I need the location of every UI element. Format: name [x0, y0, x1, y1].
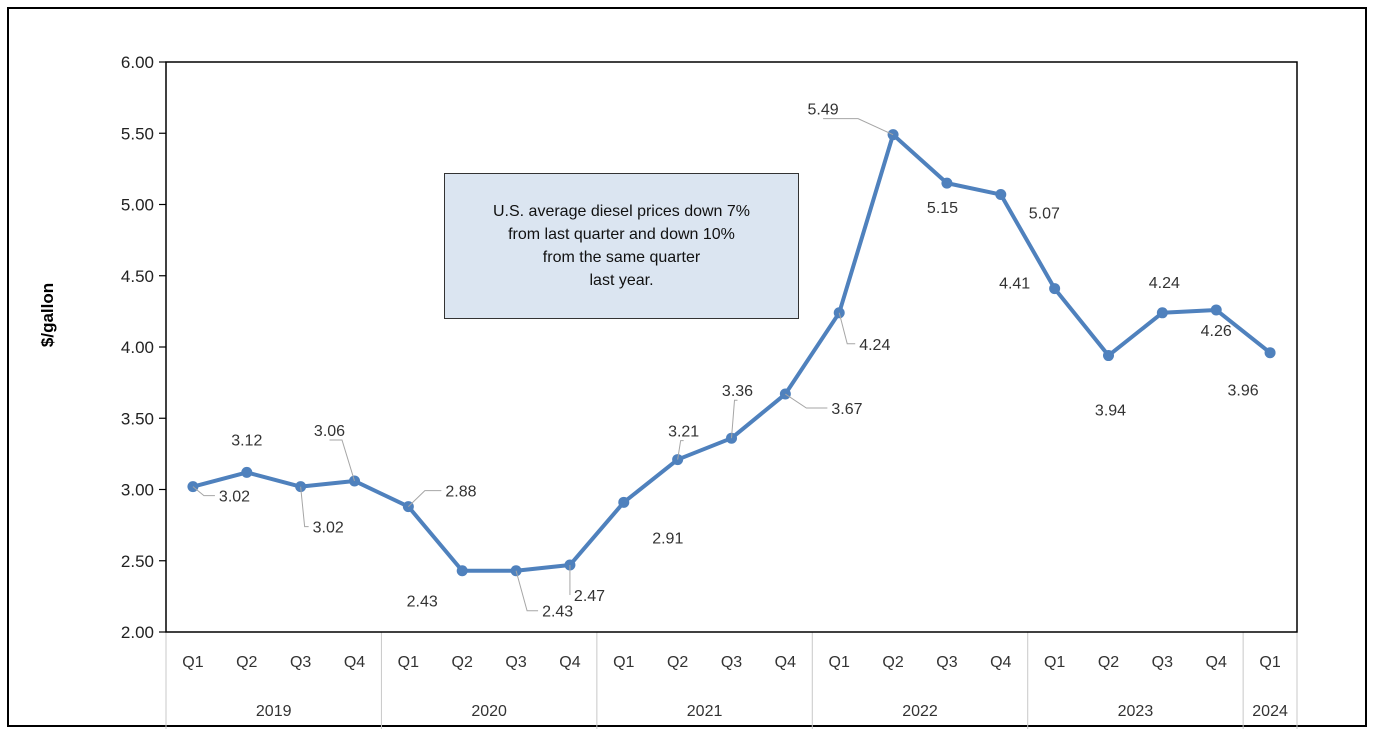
data-label: 4.26	[1201, 323, 1232, 340]
data-label: 5.49	[808, 102, 839, 119]
data-label: 4.24	[859, 337, 890, 354]
x-tick-label: Q3	[721, 654, 742, 671]
x-year-label: 2023	[1118, 703, 1154, 720]
data-label: 2.43	[542, 604, 573, 621]
x-tick-label: Q2	[236, 654, 257, 671]
data-label: 3.67	[831, 401, 862, 418]
label-leader-line	[192, 486, 215, 497]
label-leader-line	[408, 490, 442, 507]
data-label: 5.07	[1029, 206, 1060, 223]
label-leader-line	[838, 312, 856, 345]
x-tick-label: Q4	[559, 654, 580, 671]
data-label: 5.15	[927, 200, 958, 217]
y-tick-label: 5.50	[121, 124, 154, 143]
x-tick-label: Q1	[613, 654, 634, 671]
line-chart: 2.002.503.003.504.004.505.005.506.00 Q1 Q…	[38, 53, 1298, 729]
x-tick-label: Q2	[667, 654, 688, 671]
x-tick-label: Q3	[936, 654, 957, 671]
data-point	[1103, 350, 1114, 362]
x-tick-label: Q2	[1098, 654, 1119, 671]
x-tick-label: Q2	[882, 654, 903, 671]
y-tick-label: 5.00	[121, 196, 154, 215]
y-tick-label: 2.00	[121, 623, 154, 642]
data-point	[1210, 304, 1222, 316]
data-label: 3.06	[314, 423, 345, 440]
chart-frame: 2.00 2.50 3.00 3.50 4.00 4.50 5.00 5.50 6.00 Q1 Q…	[7, 7, 1367, 729]
annotation-box: U.S. average diesel prices down 7% from …	[444, 173, 799, 319]
x-year-label: 2022	[902, 703, 938, 720]
label-leader-line	[731, 399, 738, 439]
data-label: 3.94	[1095, 403, 1126, 420]
y-tick-label: 3.00	[121, 481, 154, 500]
data-label: 3.02	[219, 489, 250, 506]
x-tick-label: Q4	[1206, 654, 1227, 671]
label-leader-line	[785, 393, 828, 409]
data-label: 4.41	[999, 276, 1030, 293]
data-point	[995, 189, 1007, 201]
x-tick-label: Q4	[344, 654, 365, 671]
data-label: 2.47	[574, 588, 605, 605]
y-tick-label: 4.50	[121, 267, 154, 286]
data-label: 3.21	[668, 424, 699, 441]
y-tick-label: 4.00	[121, 338, 154, 357]
x-year-label: 2024	[1252, 703, 1288, 720]
x-tick-label: Q4	[990, 654, 1011, 671]
y-axis-title: $/gallon	[38, 283, 57, 347]
plot-area	[165, 61, 1298, 633]
x-tick-label: Q1	[398, 654, 419, 671]
data-label: 3.96	[1228, 383, 1259, 400]
x-tick-label: Q1	[829, 654, 850, 671]
x-tick-label: Q3	[290, 654, 311, 671]
y-tick-label: 6.00	[121, 53, 154, 72]
data-point	[618, 496, 630, 508]
x-tick-label: Q3	[1152, 654, 1173, 671]
x-tick-label: Q3	[505, 654, 526, 671]
label-leader-line	[300, 486, 309, 528]
x-year-label: 2020	[471, 703, 507, 720]
y-tick-label: 3.50	[121, 409, 154, 428]
x-year-label: 2019	[256, 703, 292, 720]
y-tick-label: 2.50	[121, 552, 154, 571]
x-tick-label: Q4	[775, 654, 796, 671]
annotation-text: U.S. average diesel prices down 7% from …	[492, 203, 751, 289]
data-point	[1049, 283, 1061, 295]
data-point	[1156, 307, 1168, 319]
x-tick-label: Q2	[452, 654, 473, 671]
data-label: 2.91	[652, 530, 683, 547]
data-point	[510, 565, 522, 577]
x-axis: Q1 Q2 Q3 Q4 Q1 Q2 Q3 Q4 Q1 Q2 Q3 Q4 Q1 Q2 Q3 Q4 Q1 Q2 Q3 Q4…	[165, 632, 1298, 729]
data-point	[1264, 347, 1276, 359]
data-label: 3.12	[231, 432, 262, 449]
label-leader-line	[329, 439, 355, 482]
data-label: 4.24	[1149, 275, 1180, 292]
data-labels: 3.023.123.023.062.882.432.432.472.913.21…	[192, 102, 1259, 621]
x-year-label: 2021	[687, 703, 723, 720]
y-axis: 2.00 2.50 3.00 3.50 4.00 4.50 5.00 5.50 6.00	[121, 53, 166, 642]
data-point	[941, 177, 953, 189]
label-leader-line	[677, 440, 684, 460]
data-point	[241, 466, 253, 478]
x-tick-label: Q1	[1044, 654, 1065, 671]
x-tick-label: Q1	[182, 654, 203, 671]
label-leader-line	[515, 570, 539, 612]
data-point	[456, 565, 468, 577]
label-leader-line	[823, 118, 894, 136]
data-label: 3.02	[313, 520, 344, 537]
data-label: 2.88	[445, 484, 476, 501]
x-tick-label: Q1	[1259, 654, 1280, 671]
data-label: 3.36	[722, 383, 753, 400]
data-label: 2.43	[407, 594, 438, 611]
